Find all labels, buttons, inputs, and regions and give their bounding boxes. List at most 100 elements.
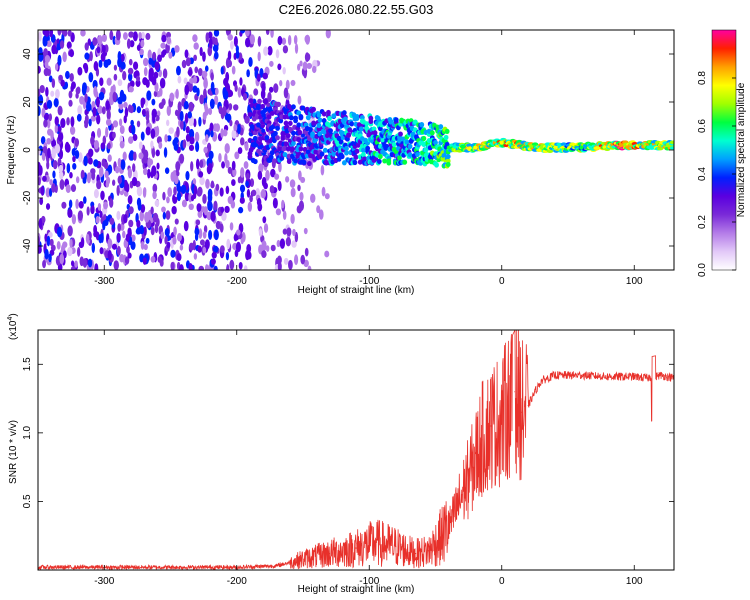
spectrogram-tone-cell [346, 132, 351, 138]
spectrogram-tone-cell [361, 151, 366, 158]
spectrogram-tone-point [539, 145, 544, 150]
spectrogram-noise-cell [184, 49, 189, 59]
spectrogram-noise-cell [188, 101, 194, 112]
spectrogram-noise-cell [279, 80, 283, 87]
spectrogram-noise-cell [205, 32, 210, 43]
spectrogram-noise-cell [129, 40, 135, 48]
x-tick-label: -300 [94, 276, 114, 287]
spectrogram-noise-cell [297, 63, 301, 71]
spectrogram-noise-cell [185, 133, 190, 142]
spectrogram-noise-cell [245, 30, 250, 37]
spectrogram-noise-cell [77, 210, 84, 221]
snr-data-point [507, 404, 509, 407]
spectrogram-noise-cell [270, 30, 274, 38]
spectrogram-tone-cell [275, 135, 280, 141]
spectrogram-noise-cell [143, 226, 147, 236]
spectrogram-noise-cell [128, 58, 133, 66]
spectrogram-noise-cell [62, 250, 67, 259]
spectrogram-noise-cell [98, 166, 104, 178]
spectrogram-noise-cell [47, 128, 53, 136]
spectrogram-noise-cell [176, 191, 182, 202]
spectrogram-noise-cell [107, 238, 113, 250]
spectrogram-noise-cell [56, 240, 61, 250]
spectrogram-noise-cell [281, 199, 285, 209]
spectrogram-noise-cell [104, 170, 109, 179]
spectrogram-noise-cell [300, 254, 306, 265]
spectrogram-noise-cell [233, 233, 238, 242]
spectrogram-noise-cell [74, 149, 80, 159]
spectrogram-tone-point [499, 140, 504, 145]
snr-data-point [607, 376, 609, 378]
y-tick-label: -20 [22, 190, 33, 205]
spectrogram-noise-cell [67, 208, 73, 218]
spectrogram-tone-cell [397, 155, 402, 161]
spectrogram-tone-point [473, 145, 478, 150]
spectrogram-noise-cell [152, 112, 156, 124]
spectrogram-noise-cell [162, 49, 167, 56]
spectrogram-noise-cell [208, 150, 214, 160]
colorbar-tick-label: 0.2 [697, 215, 708, 229]
spectrogram-tone-point [380, 138, 385, 143]
spectrogram-noise-cell [285, 176, 290, 183]
spectrogram-noise-cell [304, 34, 311, 44]
spectrogram-noise-cell [249, 194, 253, 203]
spectrogram-noise-cell [243, 161, 249, 169]
spectrogram-noise-cell [74, 138, 80, 147]
spectrogram-noise-cell [66, 117, 70, 126]
spectrogram-noise-cell [260, 188, 267, 199]
spectrogram-noise-cell [117, 157, 122, 168]
spectrogram-noise-cell [155, 149, 160, 157]
spectrogram-tone-cell [273, 130, 278, 137]
spectrogram-noise-cell [279, 238, 286, 249]
spectrogram-tone-cell [285, 146, 291, 152]
spectrogram-tone-cell [306, 136, 312, 142]
spectrogram-tone-cell [276, 101, 282, 107]
spectrogram-noise-cell [257, 51, 261, 62]
spectrogram-noise-cell [221, 161, 225, 169]
snr-background [38, 330, 674, 570]
spectrogram-noise-cell [50, 90, 55, 97]
snr-data-point [554, 374, 556, 376]
spectrogram-noise-cell [39, 84, 45, 94]
spectrogram-noise-cell [290, 213, 295, 225]
spectrogram-noise-cell [205, 134, 209, 143]
spectrogram-noise-cell [298, 200, 305, 211]
spectrogram-noise-cell [239, 77, 243, 86]
spectrogram-noise-cell [145, 237, 150, 244]
spectrogram-tone-cell [291, 140, 296, 146]
spectrogram-noise-cell [135, 79, 141, 88]
spectrogram-tone-cell [308, 126, 313, 132]
y-tick-label: 1.5 [22, 357, 33, 371]
snr-data-point [415, 552, 417, 555]
spectrogram-noise-cell [70, 126, 76, 135]
spectrogram-noise-cell [99, 77, 104, 87]
spectrogram-noise-cell [173, 142, 179, 151]
spectrogram-tone-cell [317, 117, 323, 123]
spectrogram-noise-cell [290, 79, 296, 87]
spectrogram-noise-cell [194, 66, 199, 74]
spectrogram-noise-cell [80, 30, 86, 37]
spectrogram-noise-cell [113, 73, 118, 81]
spectrogram-noise-cell [204, 239, 210, 250]
spectrogram-noise-cell [49, 179, 53, 186]
spectrogram-tone-cell [261, 112, 267, 118]
spectrogram-noise-cell [39, 197, 44, 206]
y-tick-label: 20 [22, 96, 33, 108]
spectrogram-noise-cell [40, 136, 46, 145]
spectrogram-noise-cell [220, 128, 224, 138]
spectrogram-noise-cell [219, 187, 224, 197]
spectrogram-tone-cell [252, 158, 258, 165]
spectrogram-noise-cell [179, 244, 184, 251]
spectrogram-noise-cell [213, 200, 218, 211]
spectrogram-noise-cell [130, 119, 134, 126]
spectrogram-noise-cell [106, 109, 111, 121]
spectrogram-noise-cell [193, 118, 197, 128]
spectrogram-noise-cell [151, 165, 157, 177]
spectrogram-noise-cell [94, 90, 99, 98]
spectrogram-noise-cell [231, 129, 237, 139]
spectrogram-noise-cell [109, 91, 114, 98]
spectrogram-noise-cell [131, 124, 136, 136]
spectrogram-noise-cell [68, 90, 73, 99]
